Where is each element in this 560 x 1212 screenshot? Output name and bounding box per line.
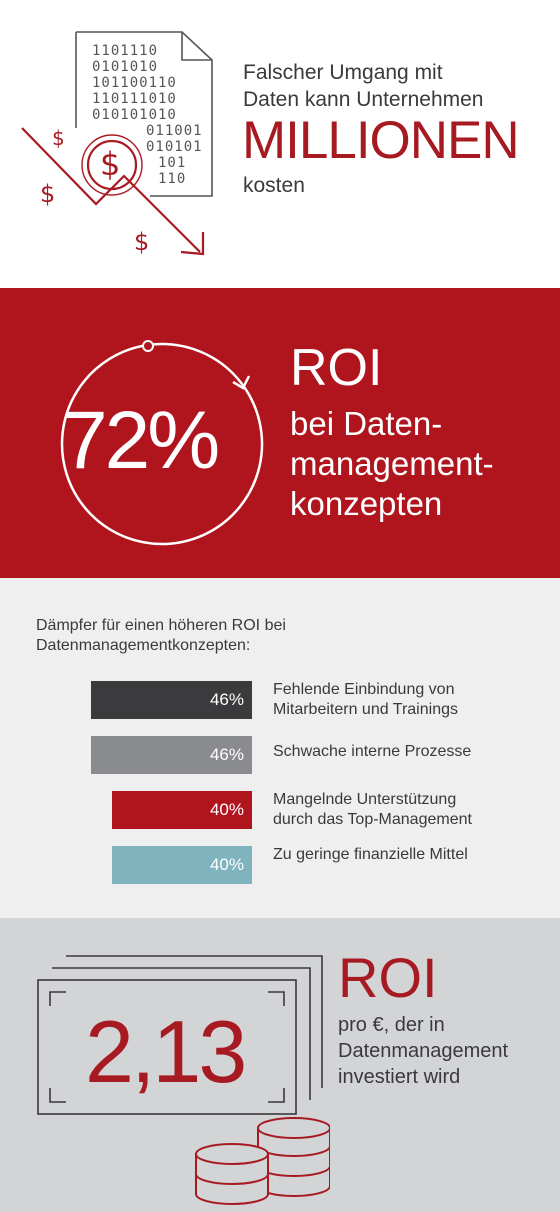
intro-line: Dämpfer für einen höheren ROI bei <box>36 617 286 634</box>
binary-line: 010101010 <box>92 107 177 123</box>
obstacles-intro: Dämpfer für einen höheren ROI bei Datenm… <box>36 616 286 656</box>
intro-section: 1101110 0101010 101100110 110111010 0101… <box>0 0 560 288</box>
obstacle-label: Zu geringe finanzielle Mittel <box>273 845 468 865</box>
roi-subtitle-line: management- <box>290 445 494 482</box>
obstacle-label-line: Zu geringe finanzielle Mittel <box>273 846 468 863</box>
obstacle-label-line: Fehlende Einbindung von <box>273 681 455 698</box>
headline-line: kosten <box>243 174 305 197</box>
obstacle-bar: 40% <box>112 791 252 829</box>
binary-line: 101100110 <box>92 75 177 91</box>
roi-subtitle: pro €, der in Datenmanagement investiert… <box>338 1012 508 1090</box>
roi-subtitle-line: bei Daten- <box>290 405 443 442</box>
document-coin-downtrend-icon <box>21 31 213 256</box>
roi-title: ROI <box>290 339 383 397</box>
obstacle-label-line: Schwache interne Prozesse <box>273 743 472 760</box>
bar-value: 46% <box>209 690 244 709</box>
dollar-icon: $ <box>134 228 150 256</box>
bar-value: 40% <box>209 800 244 819</box>
obstacle-label-line: durch das Top-Management <box>273 811 472 828</box>
roi-subtitle-line: Datenmanagement <box>338 1040 509 1062</box>
binary-line: 010101 <box>146 139 203 155</box>
binary-line: 110 <box>158 171 187 187</box>
obstacle-bar: 40% <box>112 846 252 884</box>
binary-line: 101 <box>158 155 187 171</box>
roi-title: ROI <box>338 946 438 1009</box>
roi-subtitle-line: pro €, der in <box>338 1014 445 1036</box>
roi-percent-value: 72% <box>62 395 220 486</box>
obstacle-bar: 46% <box>91 736 252 774</box>
roi-subtitle-line: investiert wird <box>338 1066 461 1088</box>
obstacle-label-line: Mitarbeitern und Trainings <box>273 701 458 718</box>
obstacle-bar: 46% <box>91 681 252 719</box>
obstacle-label: Fehlende Einbindung von Mitarbeitern und… <box>273 680 458 720</box>
banknotes-coins-icon <box>37 955 330 1205</box>
roi-percent-section: 72% ROI bei Daten- management- konzepten <box>0 288 560 578</box>
roi-obstacles-section: Dämpfer für einen höheren ROI bei Datenm… <box>0 578 560 918</box>
binary-line: 1101110 <box>92 43 159 59</box>
binary-line: 011001 <box>146 123 203 139</box>
obstacle-label: Mangelnde Unterstützung durch das Top-Ma… <box>273 790 472 830</box>
dollar-icon: $ <box>52 126 65 150</box>
dollar-icon: $ <box>40 180 56 208</box>
binary-line: 0101010 <box>92 59 159 75</box>
binary-line: 110111010 <box>92 91 177 107</box>
circular-arrow-icon <box>60 340 264 546</box>
headline-emphasis: MILLIONEN <box>242 111 520 170</box>
roi-per-euro-section: 2,13 ROI pro €, der in Datenmanagement i… <box>0 918 560 1212</box>
obstacle-label: Schwache interne Prozesse <box>273 742 471 762</box>
bar-value: 40% <box>209 855 244 874</box>
headline-line: Daten kann Unternehmen <box>243 88 484 111</box>
bar-value: 46% <box>209 745 244 764</box>
roi-per-euro-value: 2,13 <box>85 1002 247 1101</box>
dollar-icon: $ <box>100 145 121 183</box>
roi-subtitle-line: konzepten <box>290 485 443 522</box>
intro-line: Datenmanagementkonzepten: <box>36 637 251 654</box>
headline-line: Falscher Umgang mit <box>243 61 443 84</box>
obstacle-label-line: Mangelnde Unterstützung <box>273 791 457 808</box>
